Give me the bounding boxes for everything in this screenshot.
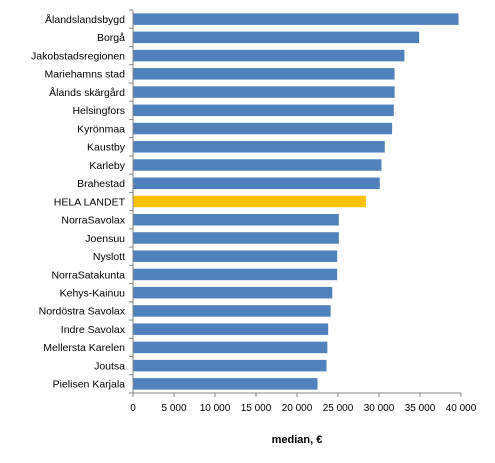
category-label: Kyrönmaa xyxy=(77,123,125,135)
bar xyxy=(133,177,380,190)
bar xyxy=(133,341,328,354)
x-tick-label: 0 xyxy=(130,403,136,414)
category-label: Kaustby xyxy=(87,142,126,154)
category-label: Kehys-Kainuu xyxy=(60,287,126,299)
bar xyxy=(133,359,327,372)
x-tick-label: 30 000 xyxy=(364,403,395,414)
category-label: Mariehamns stad xyxy=(44,69,125,81)
bar xyxy=(133,49,405,62)
bar xyxy=(133,31,420,44)
category-label: NorraSavolax xyxy=(61,215,125,227)
x-tick-label: 20 000 xyxy=(282,403,313,414)
plot-area: Ålandslandsbygd Borgå Jakobstadsregionen Ma… xyxy=(31,9,477,414)
bar xyxy=(133,268,338,281)
category-label: Pielisen Karjala xyxy=(53,379,126,391)
x-tick-label: 15 000 xyxy=(241,403,272,414)
category-label: Joensuu xyxy=(85,233,125,245)
category-label: Mellersta Karelen xyxy=(43,342,125,354)
category-label: Jakobstadsregionen xyxy=(31,50,125,62)
x-tick-label: 25 000 xyxy=(323,403,354,414)
bar xyxy=(133,122,393,135)
bar xyxy=(133,86,395,98)
category-label: Ålandslandsbygd xyxy=(45,13,125,26)
category-label: Joutsa xyxy=(94,360,125,372)
bar xyxy=(133,232,339,244)
bar xyxy=(133,13,459,25)
bar xyxy=(133,250,338,262)
category-label: Indre Savolax xyxy=(61,324,126,336)
bar xyxy=(133,378,318,390)
category-label: Nordöstra Savolax xyxy=(39,306,126,318)
x-axis-title: median, € xyxy=(272,434,323,446)
bar xyxy=(133,104,394,117)
category-label: Karleby xyxy=(89,160,125,172)
bar xyxy=(133,159,382,171)
category-label: HELA LANDET xyxy=(54,196,126,208)
x-tick-label: 10 000 xyxy=(200,403,231,414)
bar xyxy=(133,305,331,317)
bar xyxy=(133,323,329,335)
bar xyxy=(133,141,385,153)
x-tick-label: 40 000 xyxy=(446,403,477,414)
bar xyxy=(133,286,333,299)
category-label: Nyslott xyxy=(93,251,125,263)
category-label: Ålands skärgård xyxy=(49,86,125,99)
bar xyxy=(133,68,395,80)
category-label: Helsingfors xyxy=(72,105,125,117)
bar xyxy=(133,213,339,226)
x-tick-label: 5 000 xyxy=(161,403,186,414)
category-label: Borgå xyxy=(97,32,125,44)
category-label: NorraSatakunta xyxy=(51,269,125,281)
x-tick-label: 35 000 xyxy=(405,403,436,414)
category-label: Brahestad xyxy=(77,178,125,190)
bar xyxy=(133,195,366,208)
